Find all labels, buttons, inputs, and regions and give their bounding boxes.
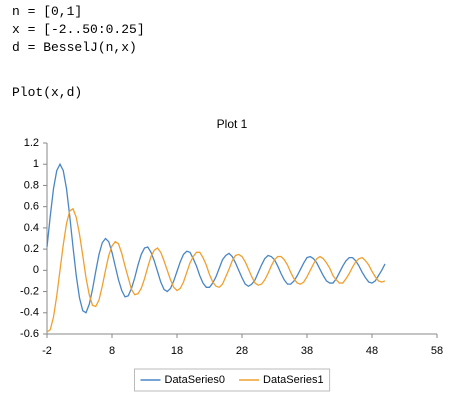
x-tick-label: 28 (236, 345, 248, 357)
chart-title: Plot 1 (217, 117, 248, 131)
y-tick-label: -0.4 (20, 307, 39, 319)
legend-label: DataSeries0 (165, 374, 226, 386)
y-tick-label: 0.8 (24, 179, 39, 191)
code-line: x = [-2..50:0.25] (12, 22, 145, 37)
legend-label: DataSeries1 (263, 374, 324, 386)
y-tick-label: 0 (33, 264, 39, 276)
x-tick-label: 58 (431, 345, 443, 357)
y-tick-label: 1.2 (24, 137, 39, 149)
code-cell: n = [0,1] x = [-2..50:0.25] d = BesselJ(n,… (12, 3, 145, 57)
code-line: Plot(x,d) (12, 85, 83, 100)
legend-box (134, 368, 331, 392)
x-tick-label: 38 (301, 345, 313, 357)
y-tick-label: 0.4 (24, 222, 39, 234)
code-line: n = [0,1] (12, 4, 83, 19)
data-line (46, 162, 386, 314)
y-tick-label: 0.6 (24, 201, 39, 213)
y-tick-label: 0.2 (24, 243, 39, 255)
x-tick-label: 18 (171, 345, 183, 357)
x-tick-label: 48 (366, 345, 378, 357)
y-tick-label: -0.6 (20, 328, 39, 340)
y-tick-label: 1 (33, 158, 39, 170)
code-cell: Plot(x,d) (12, 84, 82, 102)
legend: DataSeries0 DataSeries1 (134, 368, 331, 392)
data-line (46, 207, 386, 333)
x-tick-label: -2 (42, 345, 52, 357)
code-line: d = BesselJ(n,x) (12, 40, 137, 55)
x-tick-label: 8 (109, 345, 115, 357)
y-tick-label: -0.2 (20, 285, 39, 297)
